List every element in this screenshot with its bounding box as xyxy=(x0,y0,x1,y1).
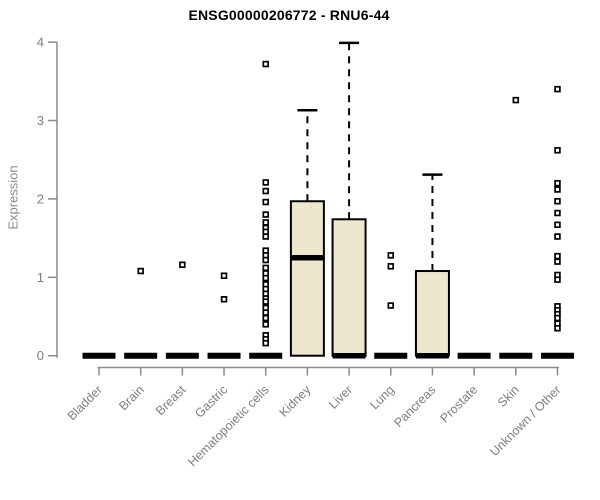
x-axis-category-label: Breast xyxy=(153,382,189,418)
outlier-point-unknown-other xyxy=(554,325,561,332)
x-axis-category-label: Brain xyxy=(116,383,147,414)
outlier-point-gastric xyxy=(220,296,228,303)
outlier-point-hematopoietic-cells xyxy=(262,256,269,264)
box-kidney xyxy=(289,200,325,357)
x-axis-category-label: Kidney xyxy=(277,382,314,419)
outlier-point-unknown-other xyxy=(554,276,561,283)
outlier-point-unknown-other xyxy=(554,258,561,265)
y-axis-label: Expression xyxy=(5,165,21,230)
outlier-point-unknown-other xyxy=(554,233,561,240)
x-axis-category-label: Bladder xyxy=(65,383,105,423)
outlier-point-unknown-other xyxy=(554,209,561,217)
outlier-point-hematopoietic-cells xyxy=(262,264,269,272)
outlier-point-unknown-other xyxy=(554,221,561,229)
outlier-point-lung xyxy=(387,302,395,309)
outlier-point-skin xyxy=(512,96,520,104)
outlier-point-lung xyxy=(387,252,395,259)
outlier-point-unknown-other xyxy=(554,179,561,187)
outlier-point-unknown-other xyxy=(554,147,561,154)
outlier-point-hematopoietic-cells xyxy=(262,314,269,322)
outlier-point-unknown-other xyxy=(554,314,561,322)
outlier-point-hematopoietic-cells xyxy=(262,198,269,206)
y-tick-label: 2 xyxy=(37,191,44,206)
x-axis-category-label: Lung xyxy=(367,383,397,413)
outlier-point-brain xyxy=(137,267,144,275)
y-tick-label: 1 xyxy=(37,270,44,285)
outlier-point-lung xyxy=(387,263,395,270)
box-liver xyxy=(331,218,367,357)
box-pancreas xyxy=(414,270,450,357)
outlier-point-unknown-other xyxy=(554,186,561,193)
outlier-point-hematopoietic-cells xyxy=(262,211,269,218)
outlier-point-unknown-other xyxy=(554,198,561,205)
outlier-point-hematopoietic-cells xyxy=(262,60,269,68)
x-axis-category-label: Liver xyxy=(326,383,355,412)
outlier-point-unknown-other xyxy=(554,252,561,260)
x-axis-category-label: Skin xyxy=(495,383,522,410)
x-axis-category-label: Prostate xyxy=(437,383,480,426)
x-axis-category-label: Unknown / Other xyxy=(487,383,563,459)
outlier-point-breast xyxy=(179,261,186,269)
outlier-point-gastric xyxy=(220,272,228,279)
outlier-point-unknown-other xyxy=(554,85,561,93)
x-axis-category-label: Hematopoietic cells xyxy=(185,383,272,470)
outlier-point-hematopoietic-cells xyxy=(262,219,269,226)
outlier-point-hematopoietic-cells xyxy=(262,321,269,328)
outlier-point-hematopoietic-cells xyxy=(262,274,269,282)
outlier-point-hematopoietic-cells xyxy=(262,179,269,186)
x-axis-category-label: Gastric xyxy=(192,383,230,421)
chart-title: ENSG00000206772 - RNU6-44 xyxy=(188,7,390,23)
outlier-point-hematopoietic-cells xyxy=(262,298,269,305)
y-tick-label: 4 xyxy=(37,35,44,50)
outlier-point-hematopoietic-cells xyxy=(262,339,269,347)
x-axis-category-label: Pancreas xyxy=(391,383,438,430)
outlier-point-hematopoietic-cells xyxy=(262,309,269,316)
outlier-point-hematopoietic-cells xyxy=(262,187,269,195)
outlier-point-hematopoietic-cells xyxy=(262,233,269,240)
y-tick-label: 0 xyxy=(37,348,44,363)
y-tick-label: 3 xyxy=(37,113,44,128)
